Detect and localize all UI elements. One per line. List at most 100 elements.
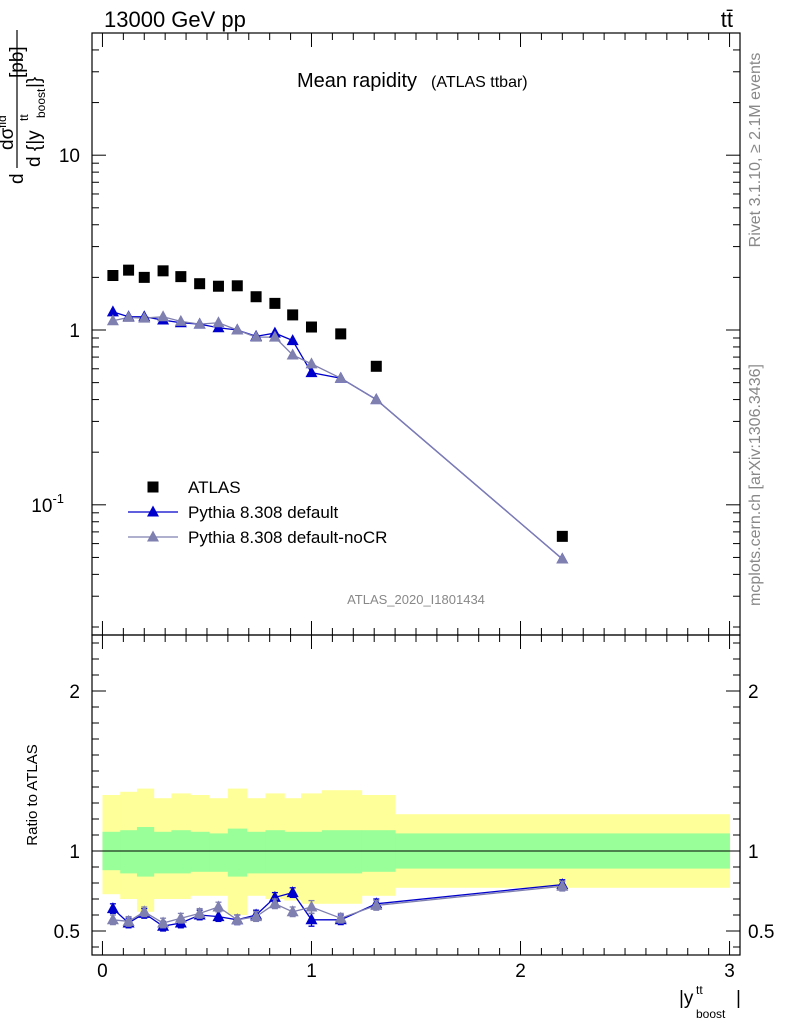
mc-point-series-2 [250, 330, 263, 342]
atlas-data-point [123, 264, 135, 276]
ratio-point-series-1 [138, 905, 151, 917]
ratio-point-series-1 [174, 911, 187, 923]
mc-point-series-2 [122, 310, 135, 322]
ratio-point-series-1 [106, 913, 119, 925]
ratio-point-series-0 [106, 902, 119, 914]
green-band-bin [136, 827, 155, 877]
x-tick-label: 1 [306, 961, 317, 982]
green-band-bin [265, 830, 285, 874]
ratio-point-series-1 [305, 900, 318, 912]
ratio-point-series-0 [212, 910, 225, 922]
x-tick-label: 2 [515, 961, 526, 982]
legend-label: ATLAS [188, 478, 241, 497]
y-tick-label: 1 [69, 321, 80, 342]
green-band-bin [301, 831, 323, 874]
ratio-point-series-1 [122, 914, 135, 926]
legend-marker-triangle [147, 505, 159, 517]
atlas-data-point [250, 291, 262, 303]
ratio-y-tick-label: 0.5 [54, 922, 80, 943]
atlas-data-point [231, 280, 243, 292]
ratio-point-series-1 [231, 913, 244, 925]
atlas-data-point [556, 530, 568, 542]
mc-point-series-1 [305, 366, 318, 378]
svg-text:d: d [7, 173, 28, 184]
ratio-point-series-1 [334, 911, 347, 923]
atlas-data-point [157, 265, 169, 277]
ratio-point-series-1 [250, 910, 263, 922]
mc-point-series-2 [370, 393, 383, 405]
atlas-data-point [175, 271, 187, 283]
svg-text:dσ: dσ [0, 127, 18, 150]
green-band-bin [321, 830, 363, 874]
green-band-bin [120, 830, 138, 874]
ratio-point-series-1 [370, 898, 383, 910]
mc-point-series-2 [286, 348, 299, 360]
mc-point-series-2 [138, 311, 151, 323]
ratio-y-tick-label-right: 2 [748, 682, 759, 703]
y-tick-label: 10-1 [31, 491, 64, 517]
series-line-2 [112, 316, 563, 560]
ratio-y-tick-label-right: 1 [748, 842, 759, 863]
mc-point-series-2 [157, 310, 170, 322]
mc-point-series-2 [106, 314, 119, 326]
atlas-data-point [335, 328, 347, 340]
mc-point-series-1 [106, 305, 119, 317]
ratio-point-series-0 [305, 913, 318, 925]
svg-text:|}: |} [24, 77, 45, 88]
atlas-data-point [287, 309, 299, 321]
ratio-point-series-1 [556, 879, 569, 891]
ratio-point-series-1 [268, 897, 281, 909]
svg-text:tt: tt [17, 114, 31, 121]
svg-text:|y: |y [679, 988, 694, 1009]
main-plot-area: 10-1 1 10 ATLAS Pythia 8.308 default Pythia 8… [31, 32, 741, 636]
ratio-y-tick-label: 1 [69, 842, 80, 863]
ratio-point-series-1 [286, 905, 299, 917]
legend-label: Pythia 8.308 default [188, 503, 339, 522]
legend-marker-square [147, 481, 159, 493]
x-tick-label: 0 [97, 961, 108, 982]
y-tick-label: 10 [59, 146, 80, 167]
atlas-data-point [370, 360, 382, 372]
svg-text:fid: fid [0, 115, 9, 128]
mc-point-series-1 [286, 334, 299, 346]
atlas-data-point [212, 280, 224, 292]
ratio-point-series-1 [193, 906, 206, 918]
green-band-bin [284, 831, 302, 874]
ratio-plot-area: 0 1 2 3 0.5 0.5 1 1 2 2 [54, 634, 774, 982]
green-band-bin [246, 831, 266, 874]
rivet-label: Rivet 3.1.10, ≥ 2.1M events [747, 53, 764, 248]
legend-marker-triangle [147, 530, 159, 542]
ratio-y-tick-label-right: 0.5 [748, 922, 774, 943]
ratio-y-axis-label: Ratio to ATLAS [24, 744, 41, 845]
x-tick-label: 3 [724, 961, 735, 982]
legend-label: Pythia 8.308 default-noCR [188, 528, 387, 547]
mcplots-label: mcplots.cern.ch [arXiv:1306.3436] [747, 364, 764, 606]
atlas-data-point [138, 271, 150, 283]
svg-text:[pb]: [pb] [7, 46, 28, 78]
green-band-bin [227, 828, 248, 877]
mc-point-series-2 [193, 317, 206, 329]
svg-text:tt: tt [696, 983, 703, 997]
svg-text:d {|y: d {|y [24, 130, 45, 167]
analysis-label: ATLAS_2020_I1801434 [347, 592, 485, 607]
green-band-bin [171, 830, 191, 874]
atlas-data-point [194, 278, 206, 290]
atlas-data-point [269, 297, 281, 309]
mc-point-series-2 [268, 330, 281, 342]
process-label: tt̄ [721, 7, 733, 32]
mc-point-series-2 [231, 323, 244, 335]
main-y-axis-label: d dσ fid d {|y tt boost |} [pb] [0, 30, 48, 184]
svg-text:boost: boost [696, 1007, 726, 1021]
ratio-y-tick-label: 2 [69, 682, 80, 703]
atlas-data-point [107, 270, 119, 282]
green-band-bin [153, 831, 172, 874]
mc-point-series-2 [334, 371, 347, 383]
ratio-point-series-1 [212, 900, 225, 912]
energy-label: 13000 GeV pp [104, 7, 246, 32]
mc-point-series-2 [174, 314, 187, 326]
ratio-point-series-1 [157, 916, 170, 928]
svg-text:|: | [736, 988, 741, 1009]
svg-text:boost: boost [34, 88, 48, 118]
chart-subtitle: (ATLAS ttbar) [431, 74, 528, 91]
